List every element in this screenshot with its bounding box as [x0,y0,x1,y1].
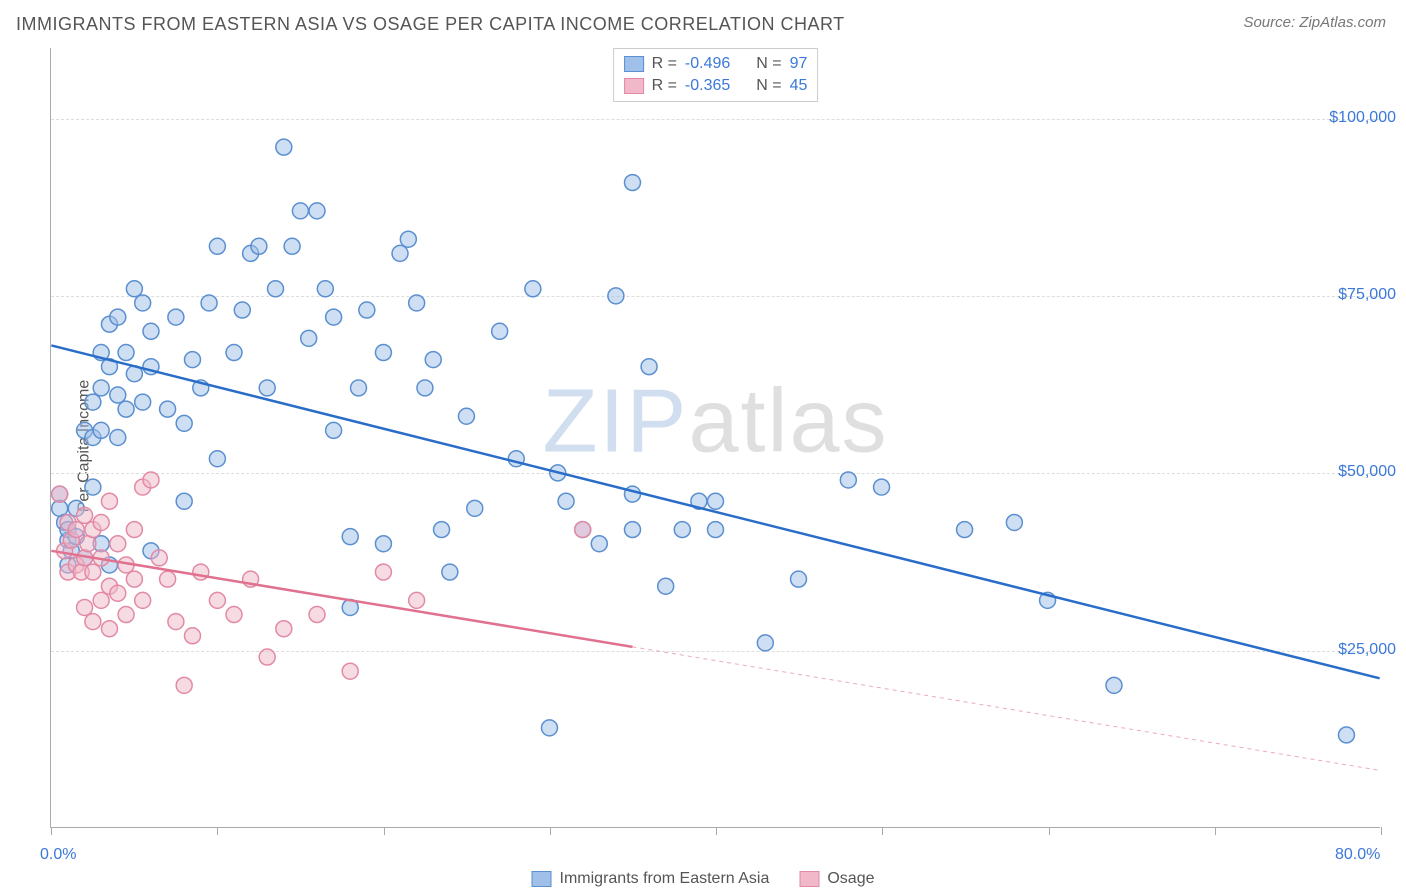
legend-swatch-2 [624,78,644,94]
legend-label-osage: Osage [827,870,874,888]
source-attribution: Source: ZipAtlas.com [1243,14,1386,31]
legend-swatch-eastern-asia [532,871,552,887]
x-tick-label: 80.0% [1335,846,1380,864]
series-legend: Immigrants from Eastern Asia Osage [532,870,875,888]
r-label-1: R = [652,55,677,73]
r-label-2: R = [652,77,677,95]
n-value-1: 97 [790,55,808,73]
plot-area: R = -0.496 N = 97 R = -0.365 N = 45 ZIPa… [50,48,1380,828]
x-tick-label: 0.0% [40,846,76,864]
legend-swatch-osage [799,871,819,887]
chart-container: IMMIGRANTS FROM EASTERN ASIA VS OSAGE PE… [0,0,1406,892]
correlation-legend: R = -0.496 N = 97 R = -0.365 N = 45 [613,48,819,102]
legend-row-series-2: R = -0.365 N = 45 [624,75,808,97]
r-value-1: -0.496 [685,55,730,73]
n-label-1: N = [756,55,781,73]
legend-item-eastern-asia: Immigrants from Eastern Asia [532,870,770,888]
n-label-2: N = [756,77,781,95]
legend-label-eastern-asia: Immigrants from Eastern Asia [560,870,770,888]
legend-item-osage: Osage [799,870,874,888]
r-value-2: -0.365 [685,77,730,95]
legend-row-series-1: R = -0.496 N = 97 [624,53,808,75]
legend-swatch-1 [624,56,644,72]
chart-title: IMMIGRANTS FROM EASTERN ASIA VS OSAGE PE… [16,14,845,35]
scatter-svg [51,48,1380,827]
n-value-2: 45 [790,77,808,95]
